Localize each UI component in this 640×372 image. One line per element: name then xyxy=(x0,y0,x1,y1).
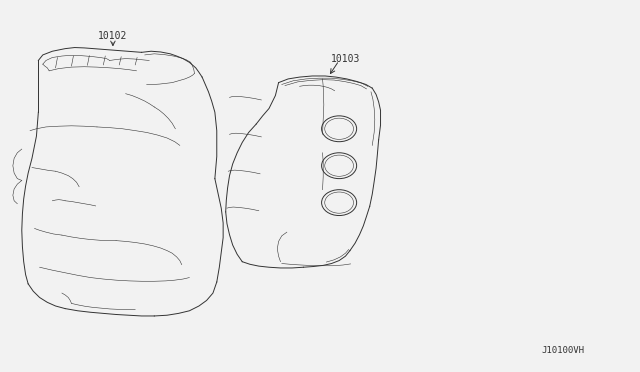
Text: J10100VH: J10100VH xyxy=(541,346,584,355)
Text: 10103: 10103 xyxy=(331,54,360,64)
Text: 10102: 10102 xyxy=(98,32,127,41)
